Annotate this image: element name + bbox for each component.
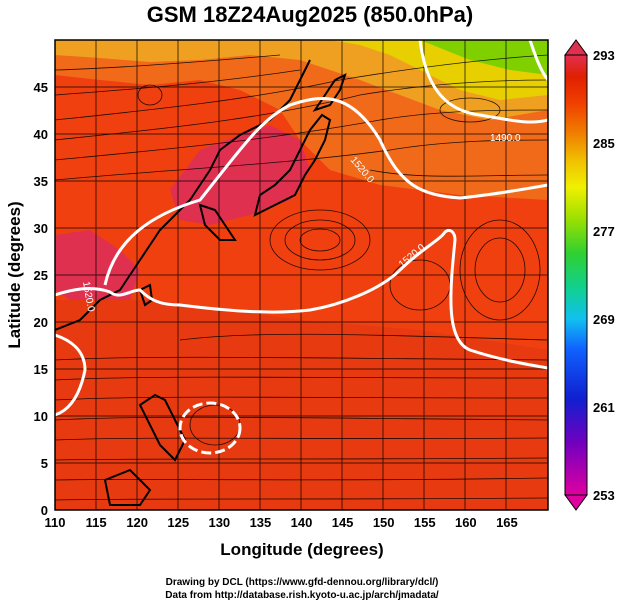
plot-area: 1520.0 1490.0 1520.0 1520.0 <box>55 40 548 510</box>
credit-line-1: Drawing by DCL (https://www.gfd-dennou.o… <box>166 577 439 588</box>
plot-frame <box>54 39 549 511</box>
wind-streamlines <box>55 54 548 501</box>
contour-label: 1490.0 <box>490 133 521 144</box>
y-tick-label: 0 <box>41 503 48 518</box>
colorbar-ticks: 293 285 277 269 261 253 <box>593 48 615 503</box>
y-tick-label: 5 <box>41 456 48 471</box>
chart-title: GSM 18Z24Aug2025 (850.0hPa) <box>147 2 473 27</box>
geopotential-contours <box>55 40 548 455</box>
x-tick-label: 150 <box>373 515 395 530</box>
y-tick-label: 45 <box>34 80 48 95</box>
x-tick-label: 155 <box>414 515 436 530</box>
colorbar-top-arrow <box>564 39 588 56</box>
colorbar-tick-label: 285 <box>593 136 615 151</box>
y-tick-label: 35 <box>34 174 48 189</box>
colorbar-tick-label: 269 <box>593 312 615 327</box>
x-axis-label: Longitude (degrees) <box>220 540 383 559</box>
colorbar-tick-label: 253 <box>593 488 615 503</box>
y-axis-label: Latitude (degrees) <box>5 201 24 348</box>
x-tick-label: 130 <box>208 515 230 530</box>
x-tick-label: 125 <box>167 515 189 530</box>
x-tick-label: 165 <box>496 515 518 530</box>
y-axis-ticks: 0 5 10 15 20 25 30 35 40 45 <box>34 80 48 518</box>
x-tick-label: 115 <box>86 515 107 530</box>
colorbar-scale <box>564 54 588 496</box>
colorbar-tick-label: 277 <box>593 224 615 239</box>
temperature-region-green <box>420 40 548 75</box>
y-tick-label: 30 <box>34 221 48 236</box>
x-tick-label: 140 <box>291 515 313 530</box>
colorbar-bottom-arrow <box>564 494 588 511</box>
colorbar-tick-label: 261 <box>593 400 615 415</box>
x-tick-label: 135 <box>250 515 272 530</box>
colorbar-tick-label: 293 <box>593 48 615 63</box>
lat-lon-grid <box>55 40 548 510</box>
x-axis-ticks: 110 115 120 125 130 135 140 145 150 155 160 165 <box>45 515 518 530</box>
y-tick-label: 15 <box>34 362 48 377</box>
x-tick-label: 110 <box>45 515 66 530</box>
x-tick-label: 120 <box>126 515 148 530</box>
x-tick-label: 145 <box>332 515 354 530</box>
x-tick-label: 160 <box>455 515 477 530</box>
temperature-region-hot-south-china <box>55 230 140 305</box>
y-tick-label: 40 <box>34 127 48 142</box>
contour-label: 1520.0 <box>80 281 96 313</box>
temperature-region-hot-east-china <box>170 125 310 225</box>
y-tick-label: 20 <box>34 315 48 330</box>
y-tick-label: 10 <box>34 409 48 424</box>
credit-line-2: Data from http://database.rish.kyoto-u.a… <box>165 590 439 601</box>
y-tick-label: 25 <box>34 268 48 283</box>
colorbar: 293 285 277 269 261 253 <box>564 39 615 511</box>
